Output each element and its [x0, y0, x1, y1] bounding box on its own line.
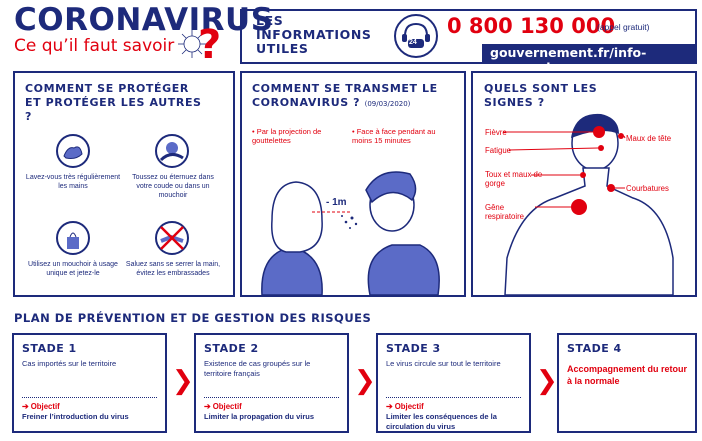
stage-card: STADE 2 Existence de cas groupés sur le … — [194, 333, 349, 433]
stage-goal: Limiter les conséquences de la circulati… — [386, 412, 497, 431]
phone-24h-icon: 24 — [394, 14, 438, 58]
stage-name: STADE 2 — [204, 342, 259, 355]
distance-label: - 1m — [326, 197, 347, 208]
website-link[interactable]: gouvernement.fr/info-coronavirus — [482, 44, 695, 75]
phone-note: (appel gratuit) — [597, 22, 650, 32]
stage-divider — [204, 397, 339, 398]
no-handshake-icon — [155, 221, 189, 255]
stage-name: STADE 1 — [22, 342, 77, 355]
transmission-title-text: COMMENT SE TRANSMET LE CORONAVIRUS ? — [252, 82, 438, 109]
symptoms-title: QUELS SONT LES SIGNES ? — [484, 82, 598, 109]
stage-objective-label: ➔ Objectif — [204, 402, 242, 411]
protect-panel — [13, 71, 235, 297]
stage-goal: Limiter la propagation du virus — [204, 412, 315, 421]
stage-divider — [22, 397, 157, 398]
info-box — [240, 9, 697, 64]
symptom-cough: Toux et maux de gorge — [485, 170, 543, 188]
gesture-caption: Utilisez un mouchoir à usage unique et j… — [28, 261, 118, 277]
stage-objective-label: ➔ Objectif — [22, 402, 60, 411]
gesture-caption: Saluez sans se serrer la main, évitez le… — [125, 261, 221, 277]
transmission-bullet: • Par la projection de gouttelettes — [252, 127, 322, 145]
stage-name: STADE 3 — [386, 342, 441, 355]
transmission-title: COMMENT SE TRANSMET LE CORONAVIRUS ? (09… — [252, 82, 457, 111]
stage-goal: Freiner l’introduction du virus — [22, 412, 129, 421]
chevron-right-icon: ❯ — [354, 366, 376, 396]
transmission-date: (09/03/2020) — [364, 100, 411, 108]
symptoms-panel — [471, 71, 697, 297]
page-subtitle: Ce qu’il faut savoir — [14, 36, 175, 56]
stage-description: Existence de cas groupés sur le territoi… — [204, 359, 311, 378]
human-body-illustration — [503, 113, 674, 295]
stage-description: Cas importés sur le territoire — [22, 359, 117, 368]
chevron-right-icon: ❯ — [536, 366, 558, 396]
cough-elbow-icon — [155, 134, 189, 168]
transmission-panel — [240, 71, 466, 297]
page-title: CORONAVIRUS — [14, 2, 274, 38]
hand-washing-icon — [56, 134, 90, 168]
stage-divider — [386, 397, 521, 398]
phone-number[interactable]: 0 800 130 000 — [447, 14, 616, 38]
plan-title: PLAN DE PRÉVENTION ET DE GESTION DES RIS… — [14, 311, 372, 325]
chevron-right-icon: ❯ — [172, 366, 194, 396]
phone-badge: 24 — [409, 39, 417, 46]
transmission-bullet: • Face à face pendant au moins 15 minute… — [352, 127, 436, 145]
stage-description: Accompagnement du retour à la normale — [567, 364, 688, 386]
symptom-breathing: Gêne respiratoire — [485, 203, 524, 221]
symptom-aches: Courbatures — [626, 184, 669, 193]
stage-objective-label: ➔ Objectif — [386, 402, 424, 411]
question-mark: ? — [198, 22, 222, 68]
tissue-icon — [56, 221, 90, 255]
symptom-headache: Maux de tête — [626, 134, 672, 143]
gesture-caption: Lavez-vous très régulièrement les mains — [25, 174, 121, 190]
stage-description: Le virus circule sur tout le territoire — [386, 359, 501, 368]
protect-title: COMMENT SE PROTÉGER ET PROTÉGER LES AUTR… — [25, 82, 202, 123]
virus-icon — [178, 30, 206, 58]
info-label: LES INFORMATIONS UTILES — [256, 13, 372, 56]
symptom-fatigue: Fatigue — [485, 146, 512, 155]
stage-name: STADE 4 — [567, 342, 622, 355]
stage-card: STADE 1 Cas importés sur le territoire ➔… — [12, 333, 167, 433]
stage-card: STADE 3 Le virus circule sur tout le ter… — [376, 333, 531, 433]
symptom-fever: Fièvre — [485, 128, 507, 137]
two-people-illustration — [261, 171, 440, 295]
gesture-caption: Toussez ou éternuez dans votre coude ou … — [132, 174, 214, 199]
stage-card: STADE 4 Accompagnement du retour à la no… — [557, 333, 697, 433]
